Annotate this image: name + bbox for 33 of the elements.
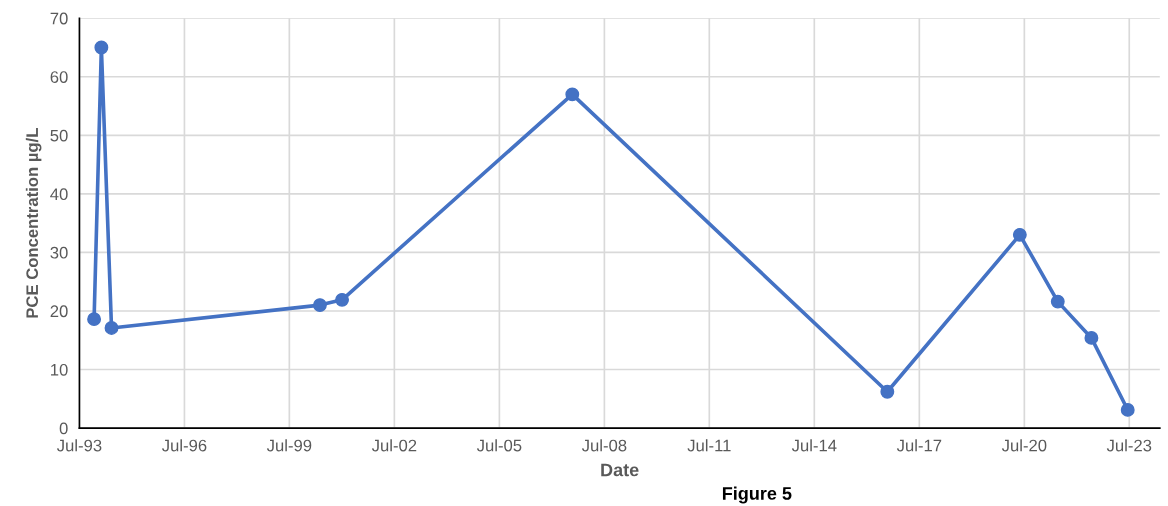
y-tick-label: 30	[50, 246, 68, 259]
y-tick-label: 40	[50, 188, 68, 201]
x-tick-label: Jul-96	[162, 439, 207, 452]
y-tick-label: 70	[50, 12, 68, 25]
x-tick-label: Jul-23	[1106, 439, 1152, 452]
x-tick-label: Jul-20	[1001, 439, 1047, 452]
x-tick-label: Jul-11	[687, 439, 731, 452]
x-tick-label: Jul-05	[476, 439, 522, 452]
point	[335, 292, 349, 307]
x-tick-label: Jul-02	[371, 439, 417, 452]
point	[87, 312, 102, 327]
point	[565, 87, 580, 102]
x-tick-label: Jul-14	[791, 439, 837, 452]
point	[1012, 227, 1027, 242]
x-axis-title: Date	[601, 463, 639, 477]
y-tick-label: 50	[50, 129, 68, 142]
point	[104, 321, 119, 335]
point	[1084, 330, 1099, 345]
y-tick-label: 0	[59, 422, 68, 435]
x-tick-label: Jul-93	[56, 439, 102, 452]
y-axis-title: PCE Concentration µg/L	[25, 128, 42, 318]
y-tick-label: 20	[50, 305, 68, 318]
caption: Figure 5	[722, 486, 792, 504]
y-tick-label: 60	[50, 71, 68, 83]
y-tick-label: 10	[51, 363, 68, 376]
point	[94, 40, 109, 55]
x-tick-label: Jul-99	[266, 439, 312, 452]
point	[1120, 402, 1135, 417]
point	[312, 298, 327, 313]
x-tick-label: Jul-08	[581, 439, 627, 452]
x-tick-label: Jul-17	[896, 439, 942, 452]
point	[1050, 294, 1065, 309]
point	[880, 384, 895, 399]
